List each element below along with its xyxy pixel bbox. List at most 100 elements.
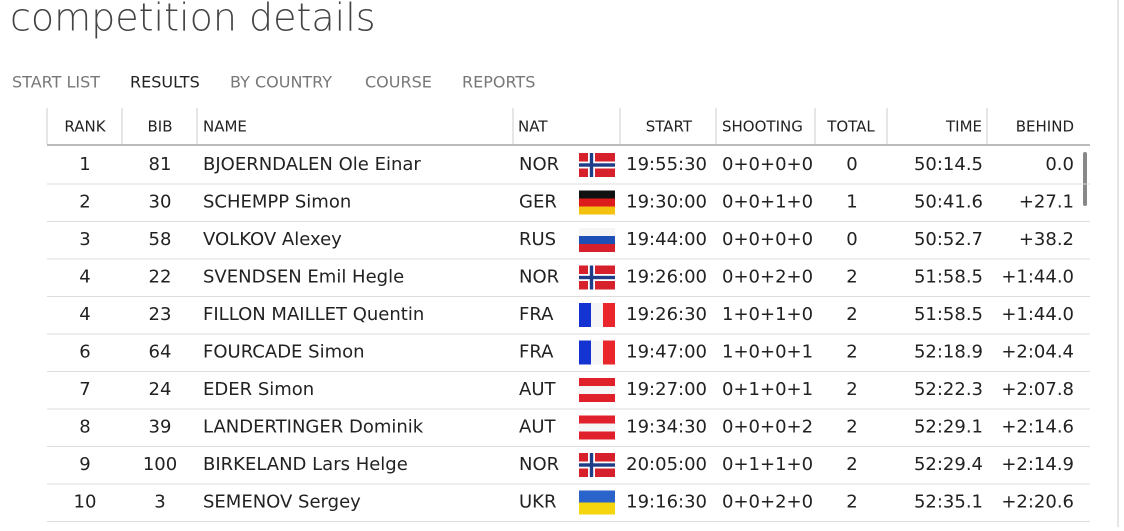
column-header[interactable]: TIME — [945, 118, 982, 136]
cell: 9 — [79, 454, 90, 475]
flag — [579, 378, 615, 402]
tab[interactable]: BY COUNTRY — [230, 73, 332, 92]
tab[interactable]: COURSE — [365, 73, 432, 92]
cell: 22 — [149, 267, 172, 288]
column-header[interactable]: TOTAL — [826, 118, 875, 136]
cell: 3 — [79, 229, 90, 250]
cell: SCHEMPP Simon — [203, 192, 351, 213]
cell: 19:26:30 — [626, 304, 707, 325]
flag-stripe — [579, 386, 615, 394]
cell: AUT — [519, 379, 556, 400]
flag — [579, 490, 615, 515]
column-header[interactable]: NAT — [518, 118, 548, 136]
flag-stripe — [579, 244, 615, 252]
flag — [579, 265, 615, 290]
cell: 2 — [846, 492, 857, 513]
cell: 1+0+1+0 — [722, 304, 813, 325]
tab[interactable]: REPORTS — [462, 73, 535, 92]
cell: SEMENOV Sergey — [203, 492, 361, 513]
flag — [579, 190, 615, 215]
cell: 0+0+2+0 — [722, 492, 813, 513]
column-header[interactable]: NAME — [203, 118, 247, 136]
cell: 3 — [154, 492, 165, 513]
flag-stripe — [579, 423, 615, 432]
cell: 100 — [143, 454, 177, 475]
cell: 52:22.3 — [914, 379, 983, 400]
cell: 52:29.1 — [914, 417, 983, 438]
cell: NOR — [519, 267, 559, 288]
flag-stripe — [579, 394, 615, 402]
flag-stripe — [603, 303, 615, 327]
cell: 19:30:00 — [626, 192, 707, 213]
cell: 19:26:00 — [626, 267, 707, 288]
cell: 19:34:30 — [626, 417, 707, 438]
flag-stripe — [579, 303, 591, 327]
cell: BIRKELAND Lars Helge — [203, 454, 408, 475]
column-header[interactable]: BIB — [147, 118, 172, 136]
cell: GER — [519, 192, 557, 213]
cell: 19:44:00 — [626, 229, 707, 250]
column-header[interactable]: START — [646, 118, 693, 136]
page-title: competition details — [10, 0, 376, 40]
cell: 58 — [149, 229, 172, 250]
flag — [579, 453, 615, 477]
flag-stripe — [579, 198, 615, 207]
cell: VOLKOV Alexey — [203, 229, 342, 250]
cell: NOR — [519, 154, 559, 175]
cell: 0+1+0+1 — [722, 379, 813, 400]
cell: 0+0+1+0 — [722, 192, 813, 213]
cell: +2:04.4 — [1001, 342, 1074, 363]
cell: EDER Simon — [203, 379, 314, 400]
cell: 19:27:00 — [626, 379, 707, 400]
cell: 0 — [846, 229, 857, 250]
cell: 19:55:30 — [626, 154, 707, 175]
cell: 7 — [79, 379, 90, 400]
cell: 20:05:00 — [626, 454, 707, 475]
cell: 52:35.1 — [914, 492, 983, 513]
column-header[interactable]: RANK — [64, 118, 106, 136]
flag — [579, 340, 615, 365]
flag-stripe — [579, 190, 615, 199]
flag — [579, 228, 615, 252]
flag-stripe — [579, 340, 591, 365]
cell: 64 — [149, 342, 172, 363]
flag-stripe — [591, 340, 603, 365]
cell: 2 — [846, 379, 857, 400]
cell: 8 — [79, 417, 90, 438]
cell: AUT — [519, 417, 556, 438]
column-header[interactable]: SHOOTING — [722, 118, 803, 136]
flag-stripe — [579, 490, 615, 503]
tab[interactable]: START LIST — [12, 73, 100, 92]
flag-stripe — [579, 415, 615, 424]
cell: 24 — [149, 379, 172, 400]
flag-stripe — [579, 206, 615, 215]
cell: FOURCADE Simon — [203, 342, 365, 363]
cell: FILLON MAILLET Quentin — [203, 304, 424, 325]
cell: +27.1 — [1019, 192, 1074, 213]
cell: LANDERTINGER Dominik — [203, 417, 424, 438]
flag-stripe — [579, 378, 615, 386]
cell: 1+0+0+1 — [722, 342, 813, 363]
cell: +2:20.6 — [1001, 492, 1074, 513]
cell: 1 — [846, 192, 857, 213]
cell: 50:14.5 — [914, 154, 983, 175]
tab[interactable]: RESULTS — [130, 73, 200, 92]
flag-cross — [579, 463, 615, 467]
cell: +1:44.0 — [1001, 304, 1074, 325]
flag — [579, 153, 615, 177]
cell: 51:58.5 — [914, 304, 983, 325]
cell: NOR — [519, 454, 559, 475]
cell: 10 — [74, 492, 97, 513]
cell: FRA — [519, 342, 554, 363]
flag-stripe — [579, 431, 615, 440]
cell: 2 — [846, 342, 857, 363]
cell: 0.0 — [1045, 154, 1074, 175]
cell: 0 — [846, 154, 857, 175]
cell: 51:58.5 — [914, 267, 983, 288]
column-header[interactable]: BEHIND — [1016, 118, 1074, 136]
cell: 19:47:00 — [626, 342, 707, 363]
cell: +2:14.6 — [1001, 417, 1074, 438]
cell: 0+0+0+2 — [722, 417, 813, 438]
content: START LIST RESULTS BY COUNTRY COURSE REPORTS… — [12, 73, 1090, 522]
